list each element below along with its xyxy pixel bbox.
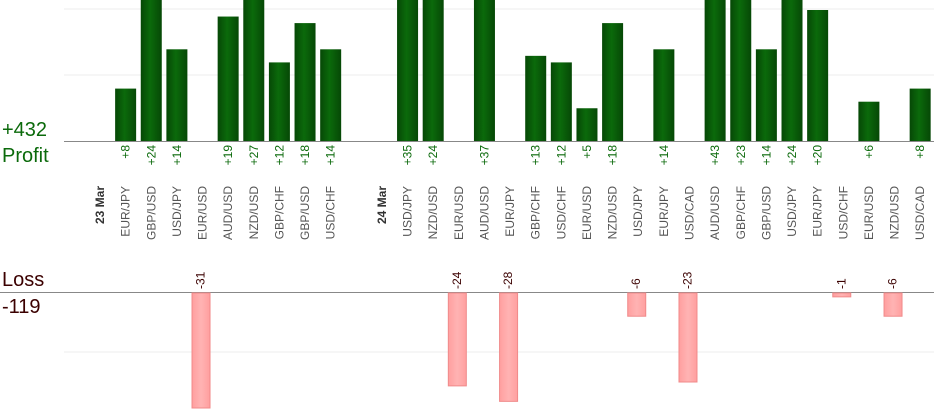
category-label: AUD/USD <box>708 186 722 240</box>
profit-value-label: +24 <box>785 145 799 166</box>
profit-bar <box>653 49 675 141</box>
profit-bar <box>473 0 495 141</box>
category-label: EUR/JPY <box>503 186 517 237</box>
category-label: GBP/USD <box>759 186 773 240</box>
profit-value-label: +35 <box>401 145 415 166</box>
profit-bar <box>397 0 419 141</box>
loss-bar <box>883 292 903 317</box>
loss-value-label: -31 <box>194 271 208 289</box>
category-label: EUR/USD <box>196 186 210 240</box>
category-label: USD/JPY <box>170 186 184 237</box>
profit-value-label: +43 <box>708 145 722 166</box>
profit-value-label: +14 <box>170 145 184 166</box>
loss-label: Loss <box>2 269 45 291</box>
loss-value-label: -23 <box>680 271 694 289</box>
loss-bar <box>627 292 647 317</box>
profit-value-label: +24 <box>426 145 440 166</box>
category-label: EUR/JPY <box>119 186 133 237</box>
profit-bar <box>525 55 547 141</box>
loss-value-label: -28 <box>501 271 515 289</box>
profit-value-label: +23 <box>734 145 748 166</box>
category-label: NZD/USD <box>247 186 261 240</box>
loss-value-label: -6 <box>629 278 643 289</box>
loss-value-label: -6 <box>886 278 900 289</box>
date-label: 24 Mar <box>375 186 389 224</box>
profit-value-label: +6 <box>862 145 876 159</box>
profit-value-label: +19 <box>221 145 235 166</box>
profit-value-label: +14 <box>759 145 773 166</box>
profit-bar <box>243 0 265 141</box>
profit-bar <box>550 62 572 141</box>
date-label: 23 Mar <box>93 186 107 224</box>
profit-bar <box>140 0 162 141</box>
loss-total: -119 <box>2 296 41 318</box>
category-label: GBP/CHF <box>734 186 748 239</box>
category-label: USD/CAD <box>913 186 927 240</box>
category-label: EUR/JPY <box>811 186 825 237</box>
profit-value-label: +8 <box>913 145 927 159</box>
loss-bar <box>678 292 698 383</box>
profit-bar <box>217 16 239 141</box>
profit-value-label: +12 <box>554 145 568 166</box>
category-label: EUR/USD <box>580 186 594 240</box>
category-label: GBP/USD <box>144 186 158 240</box>
profit-bar <box>576 108 598 141</box>
category-label: USD/CHF <box>836 186 850 239</box>
category-label: USD/JPY <box>631 186 645 237</box>
loss-bar <box>499 292 519 402</box>
profit-label: Profit <box>2 145 49 167</box>
profit-value-label: +13 <box>529 145 543 166</box>
loss-value-label: -24 <box>450 271 464 289</box>
category-label: NZD/USD <box>426 186 440 240</box>
profit-value-label: +18 <box>298 145 312 166</box>
profit-value-label: +14 <box>324 145 338 166</box>
profit-bar <box>730 0 752 141</box>
profit-value-label: +14 <box>657 145 671 166</box>
profit-value-label: +18 <box>606 145 620 166</box>
profit-bar <box>268 62 290 141</box>
loss-bar <box>832 292 852 298</box>
category-label: USD/JPY <box>401 186 415 237</box>
category-label: USD/CAD <box>682 186 696 240</box>
category-label: AUD/USD <box>221 186 235 240</box>
profit-bar <box>755 49 777 141</box>
profit-value-label: +12 <box>272 145 286 166</box>
profit-value-label: +20 <box>811 145 825 166</box>
loss-bar <box>191 292 211 409</box>
profit-bar <box>807 10 829 141</box>
category-label: USD/CHF <box>554 186 568 239</box>
profit-value-label: +37 <box>477 145 491 166</box>
category-label: GBP/USD <box>298 186 312 240</box>
category-label: EUR/USD <box>452 186 466 240</box>
loss-bar <box>447 292 467 387</box>
profit-total: +432 <box>2 119 48 141</box>
category-label: GBP/CHF <box>529 186 543 239</box>
category-label: AUD/USD <box>477 186 491 240</box>
profit-bar <box>115 88 137 141</box>
profit-bar <box>858 101 880 141</box>
profit-value-label: +8 <box>119 145 133 159</box>
profit-value-label: +5 <box>580 145 594 159</box>
category-label: NZD/USD <box>606 186 620 240</box>
profit-value-label: +27 <box>247 145 261 166</box>
profit-bar <box>781 0 803 141</box>
category-label: GBP/CHF <box>272 186 286 239</box>
category-label: NZD/USD <box>888 186 902 240</box>
profit-bar <box>422 0 444 141</box>
category-label: USD/CHF <box>324 186 338 239</box>
category-label: EUR/USD <box>862 186 876 240</box>
profit-bar <box>320 49 342 141</box>
profit-bar <box>294 23 316 142</box>
category-label: EUR/JPY <box>657 186 671 237</box>
profit-bar <box>909 88 931 141</box>
profit-value-label: +24 <box>144 145 158 166</box>
profit-bar <box>166 49 188 141</box>
category-label: USD/JPY <box>785 186 799 237</box>
profit-bar <box>704 0 726 141</box>
profit-bar <box>602 23 624 142</box>
loss-value-label: -1 <box>834 278 848 289</box>
